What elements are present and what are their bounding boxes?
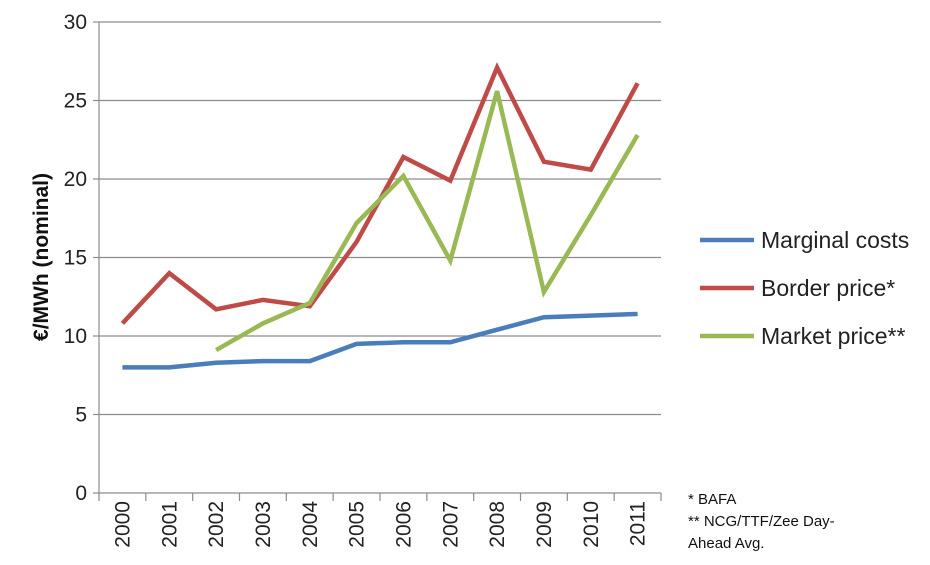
x-tick-label-2009: 2009	[533, 501, 556, 548]
x-tick-label-2003: 2003	[252, 501, 275, 548]
series-line-1	[120, 62, 640, 325]
plot-series	[120, 62, 640, 370]
legend: Marginal costs Border price* Market price*…	[700, 227, 909, 349]
x-tick-label-2004: 2004	[299, 501, 322, 548]
x-tick-label-2007: 2007	[439, 501, 462, 548]
x-tick-label-2011: 2011	[627, 501, 650, 546]
legend-label-0: Marginal costs	[761, 227, 909, 253]
x-tick-label-2005: 2005	[346, 501, 369, 548]
legend-label-2: Market price**	[761, 323, 905, 349]
x-tick-label-2001: 2001	[158, 501, 181, 548]
gridlines	[99, 21, 661, 494]
legend-label-1: Border price*	[761, 275, 895, 301]
footnote-bafa: * BAFA	[688, 491, 737, 508]
x-axis: 2000 2001 2002 2003 2004 2005 2006 2007 2008 2009…	[98, 493, 662, 548]
footnote-ncg: ** NCG/TTF/Zee Day-	[688, 513, 835, 530]
x-tick-label-2008: 2008	[486, 501, 509, 548]
y-tick-label-5: 5	[75, 404, 87, 427]
footnotes: * BAFA ** NCG/TTF/Zee Day- Ahead Avg.	[688, 489, 835, 555]
series-line-0	[122, 311, 638, 370]
x-tick-label-2010: 2010	[580, 501, 603, 548]
x-tick-label-2000: 2000	[111, 501, 134, 548]
y-axis-label: €/MWh (nominal)	[30, 173, 53, 341]
y-tick-label-15: 15	[64, 247, 87, 270]
x-tick-label-2002: 2002	[205, 501, 228, 548]
y-axis-ticks: 0 5 10 15 20 25 30	[64, 11, 100, 505]
x-tick-label-2006: 2006	[392, 501, 415, 548]
y-tick-label-10: 10	[64, 325, 87, 348]
y-tick-label-25: 25	[64, 90, 87, 113]
series-line-2	[214, 90, 640, 353]
y-tick-label-30: 30	[64, 11, 87, 34]
y-tick-label-20: 20	[64, 168, 87, 191]
footnote-ncg-cont: Ahead Avg.	[688, 535, 765, 552]
y-tick-label-0: 0	[75, 482, 87, 505]
